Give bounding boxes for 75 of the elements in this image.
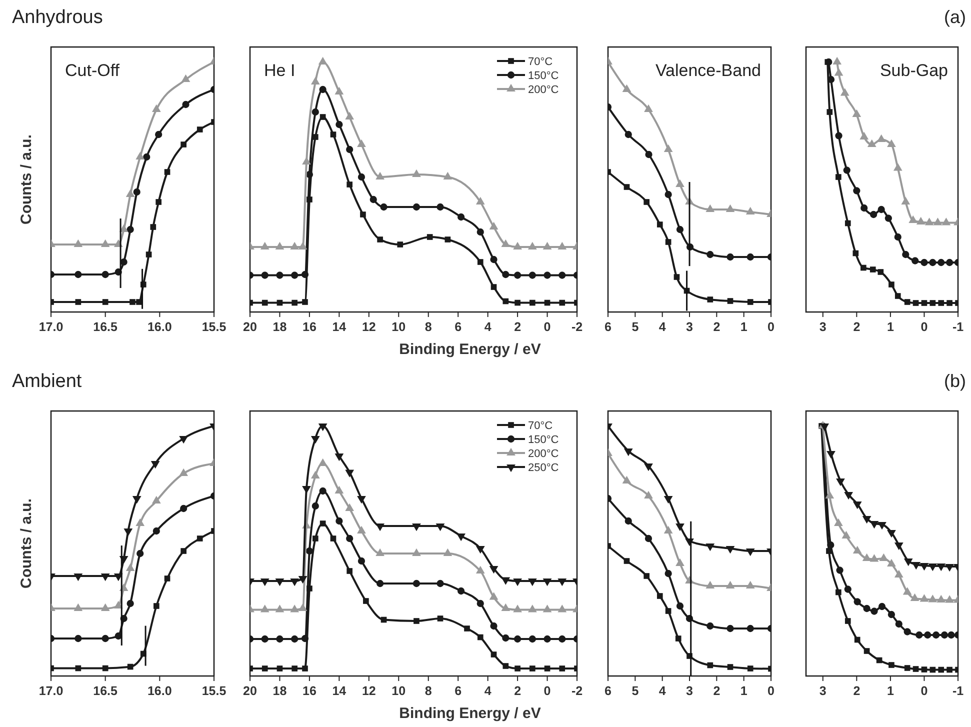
x-tick-label: 2	[713, 684, 720, 698]
chart-title: Ambient	[12, 371, 82, 392]
y-axis-title: Counts / a.u.	[18, 134, 35, 224]
x-tick-label: 16.5	[93, 684, 118, 698]
x-tick-label: 10	[392, 684, 406, 698]
legend-label: 70°C	[528, 420, 553, 432]
legend-label: 70°C	[528, 56, 553, 68]
x-tick-label: 14	[332, 320, 346, 334]
chart-subtitle: Valence-Band	[655, 61, 761, 80]
x-tick-label: 2	[514, 320, 522, 334]
x-tick-label: 16	[302, 320, 316, 334]
x-tick-label: 0	[768, 320, 775, 334]
x-tick-label: 1	[740, 320, 748, 334]
x-tick-label: 17.0	[38, 684, 64, 698]
text: (b)	[944, 371, 966, 391]
x-tick-label: 12	[362, 320, 376, 334]
x-tick-label: 8	[424, 320, 432, 334]
x-tick-label: 10	[392, 320, 406, 334]
x-tick-label: 2	[853, 684, 860, 698]
x-tick-label: 6	[454, 320, 462, 334]
x-tick-label: 16	[302, 684, 316, 698]
chart-subtitle: Cut-Off	[65, 61, 120, 80]
x-tick-label: 0	[768, 684, 775, 698]
x-tick-label: 18	[272, 320, 287, 334]
x-axis-title: Binding Energy / eV	[399, 341, 541, 358]
legend-label: 150°C	[528, 434, 559, 446]
x-tick-label: 3	[819, 320, 826, 334]
x-tick-label: 6	[454, 684, 462, 698]
x-tick-label: 0	[544, 320, 551, 334]
x-tick-label: 0	[544, 684, 551, 698]
x-tick-label: 0	[920, 320, 928, 334]
x-tick-label: 4	[658, 320, 666, 334]
legend-label: 200°C	[528, 448, 559, 460]
text: (a)	[944, 7, 966, 27]
x-tick-label: 8	[424, 684, 432, 698]
x-tick-label: 2	[853, 320, 860, 334]
x-tick-label: 6	[604, 684, 612, 698]
x-tick-label: 12	[362, 684, 376, 698]
x-tick-label: 5	[632, 684, 639, 698]
legend-label: 200°C	[528, 84, 559, 96]
legend-label: 150°C	[528, 70, 559, 82]
x-tick-label: -1	[952, 684, 964, 698]
x-tick-label: 1	[886, 320, 894, 334]
x-tick-label: 20	[243, 320, 257, 334]
chart-title: Anhydrous	[12, 7, 103, 28]
x-tick-label: 1	[886, 684, 894, 698]
x-tick-label: 0	[920, 684, 928, 698]
x-tick-label: 4	[484, 320, 492, 334]
legend-label: 250°C	[528, 462, 559, 474]
x-tick-label: 2	[713, 320, 720, 334]
x-tick-label: 17.0	[38, 320, 64, 334]
x-tick-label: 4	[658, 684, 666, 698]
chart-subtitle: Sub-Gap	[880, 61, 948, 80]
x-axis-title: Binding Energy / eV	[399, 705, 541, 722]
x-tick-label: -1	[952, 320, 964, 334]
x-tick-label: 16.0	[147, 684, 172, 698]
x-tick-label: 2	[514, 684, 522, 698]
y-axis-title: Counts / a.u.	[18, 498, 35, 588]
x-tick-label: 14	[332, 684, 346, 698]
x-tick-label: 4	[484, 684, 492, 698]
x-tick-label: 6	[604, 320, 612, 334]
x-tick-label: -2	[571, 684, 583, 698]
x-tick-label: 3	[686, 684, 694, 698]
x-tick-label: 16.5	[93, 320, 118, 334]
x-tick-label: 15.5	[202, 684, 226, 698]
x-tick-label: 20	[243, 684, 257, 698]
x-tick-label: 15.5	[202, 320, 226, 334]
x-tick-label: 18	[272, 684, 287, 698]
x-tick-label: -2	[571, 320, 583, 334]
x-tick-label: 5	[632, 320, 639, 334]
chart-subtitle: He I	[264, 61, 296, 80]
x-tick-label: 3	[819, 684, 826, 698]
x-tick-label: 16.0	[147, 320, 172, 334]
x-tick-label: 3	[686, 320, 694, 334]
x-tick-label: 1	[740, 684, 748, 698]
